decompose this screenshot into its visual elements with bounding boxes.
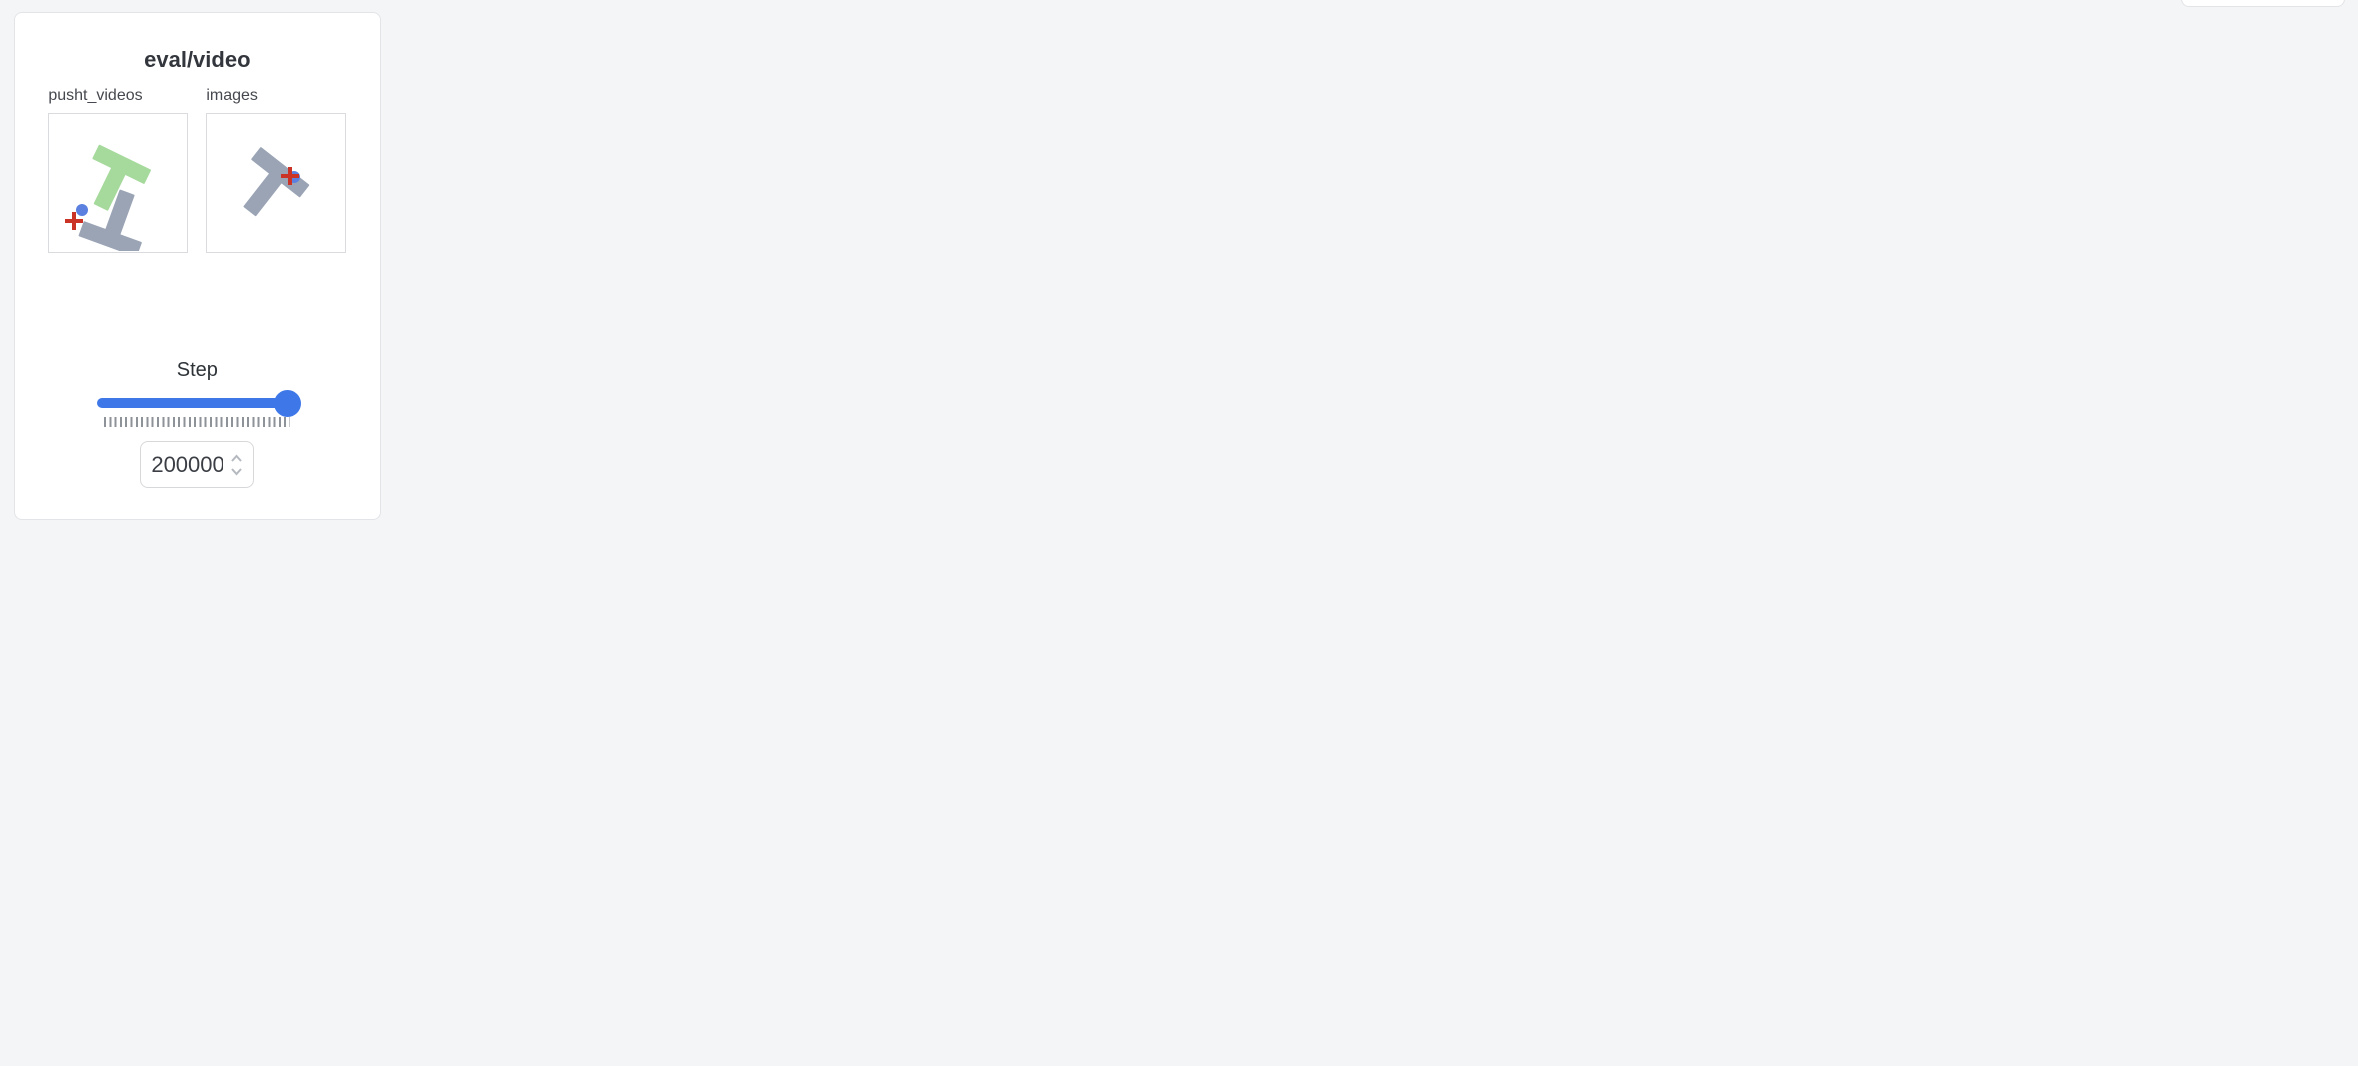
media-column-images: images — [206, 87, 347, 253]
step-slider[interactable] — [97, 390, 302, 417]
images-thumbnail[interactable] — [206, 113, 347, 253]
step-slider-thumb[interactable] — [274, 390, 302, 417]
stepper-up-icon — [231, 454, 243, 462]
media-column-pusht-videos: pusht_videos — [48, 87, 189, 257]
panel-eval-video: eval/video pusht_videos — [14, 12, 381, 520]
pusht-video-thumbnail[interactable] — [48, 113, 189, 257]
goal-cross — [281, 167, 300, 185]
agent-dot — [76, 204, 89, 216]
stepper-icons[interactable] — [230, 452, 243, 478]
step-value-stepper[interactable] — [140, 441, 255, 488]
goal-cross — [65, 212, 84, 230]
pusht-video-frame — [65, 144, 152, 257]
panel-grid: eval/video pusht_videos — [0, 0, 2358, 532]
media-thumbnails: pusht_videos — [15, 87, 380, 257]
step-control: Step — [15, 359, 380, 488]
stepper-down-icon — [231, 467, 243, 475]
panel-title: eval/video — [144, 47, 251, 72]
media-key-label: pusht_videos — [48, 87, 143, 104]
step-slider-label: Step — [176, 359, 218, 381]
images-frame — [243, 147, 310, 217]
slider-tick-marks — [104, 417, 291, 427]
media-key-label: images — [206, 87, 258, 104]
step-value-input[interactable] — [151, 451, 224, 478]
step-slider-track[interactable] — [97, 398, 298, 408]
